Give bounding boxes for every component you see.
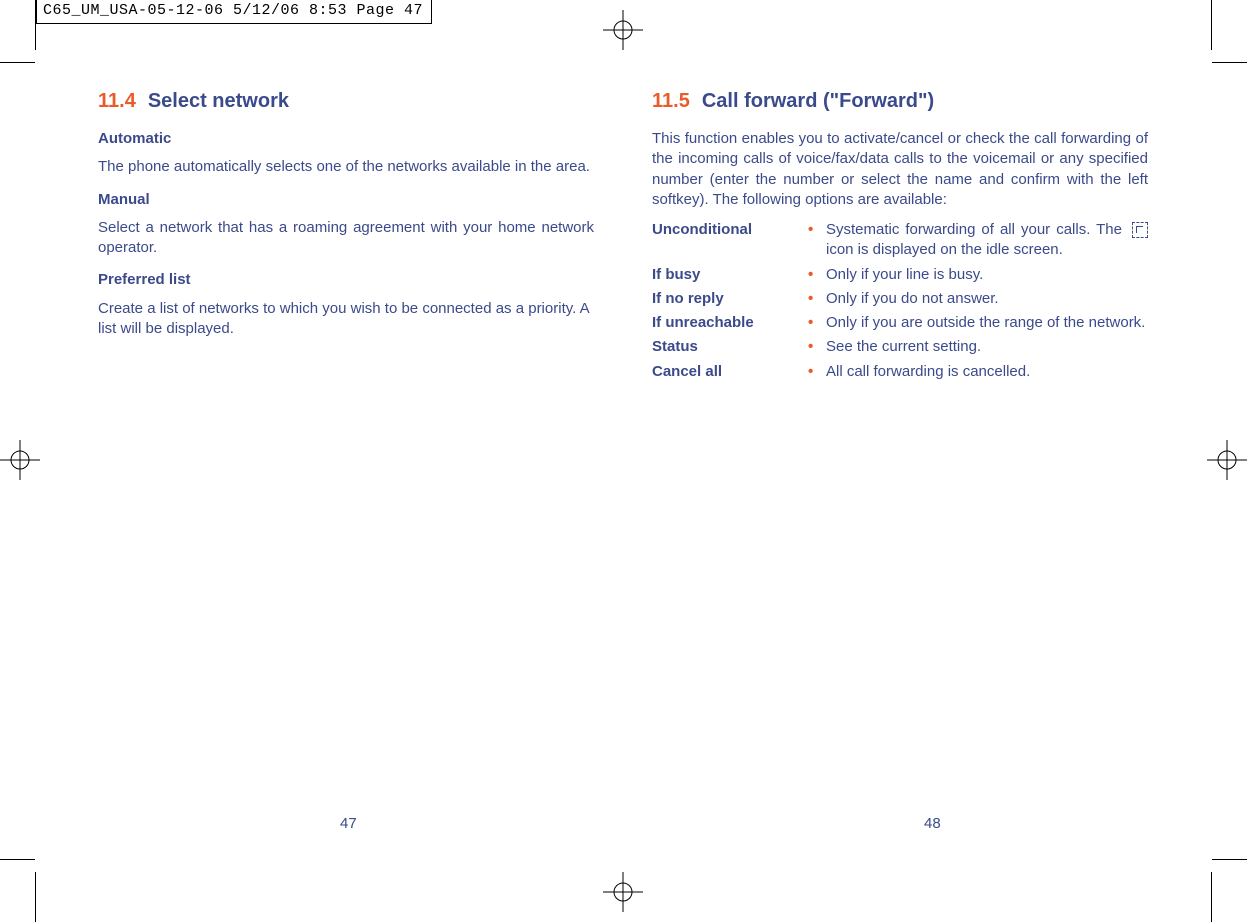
sub-heading: Manual [98, 190, 594, 210]
sub-heading: Preferred list [98, 270, 594, 290]
option-desc: All call forwarding is cancelled. [826, 362, 1148, 382]
crop-mark [1211, 872, 1212, 922]
registration-mark-icon [1207, 440, 1247, 480]
option-desc: Only if you are outside the range of the… [826, 313, 1148, 333]
crop-mark [1211, 0, 1212, 50]
option-desc: Systematic forwarding of all your calls.… [826, 220, 1148, 261]
bullet-icon: • [808, 313, 826, 333]
registration-mark-icon [603, 872, 643, 912]
bullet-icon: • [808, 289, 826, 309]
option-desc-line1: Systematic forwarding of all your calls.… [826, 221, 1122, 238]
paragraph: The phone automatically selects one of t… [98, 157, 594, 177]
paragraph: This function enables you to activate/ca… [652, 129, 1148, 210]
option-label: Cancel all [652, 362, 808, 382]
option-desc-line2: icon is displayed on the idle screen. [826, 241, 1063, 258]
crop-mark [1212, 62, 1247, 63]
option-row-if-busy: If busy • Only if your line is busy. [652, 265, 1148, 285]
crop-mark [0, 859, 35, 860]
option-row-unconditional: Unconditional • Systematic forwarding of… [652, 220, 1148, 261]
option-row-if-no-reply: If no reply • Only if you do not answer. [652, 289, 1148, 309]
bullet-icon: • [808, 337, 826, 357]
option-desc: See the current setting. [826, 337, 1148, 357]
option-label: If unreachable [652, 313, 808, 333]
bullet-icon: • [808, 220, 826, 240]
paragraph: Create a list of networks to which you w… [98, 299, 594, 340]
page-number-right: 48 [924, 815, 941, 832]
option-desc: Only if you do not answer. [826, 289, 1148, 309]
option-label: If busy [652, 265, 808, 285]
sub-heading: Automatic [98, 129, 594, 149]
section-number: 11.4 [98, 90, 136, 112]
section-title: Select network [148, 90, 289, 112]
option-row-status: Status • See the current setting. [652, 337, 1148, 357]
registration-mark-icon [0, 440, 40, 480]
section-number: 11.5 [652, 90, 690, 112]
imposition-header: C65_UM_USA-05-12-06 5/12/06 8:53 Page 47 [36, 0, 432, 24]
section-title: Call forward ("Forward") [702, 90, 934, 112]
crop-mark [1212, 859, 1247, 860]
call-forward-icon [1132, 222, 1148, 238]
paragraph: Select a network that has a roaming agre… [98, 218, 594, 259]
page-number-left: 47 [340, 815, 357, 832]
option-row-cancel-all: Cancel all • All call forwarding is canc… [652, 362, 1148, 382]
page-left: 11.4 Select network Automatic The phone a… [98, 88, 594, 349]
bullet-icon: • [808, 362, 826, 382]
section-heading: 11.5 Call forward ("Forward") [652, 88, 1148, 115]
page-right: 11.5 Call forward ("Forward") This functi… [652, 88, 1148, 386]
option-row-if-unreachable: If unreachable • Only if you are outside… [652, 313, 1148, 333]
section-heading: 11.4 Select network [98, 88, 594, 115]
option-desc: Only if your line is busy. [826, 265, 1148, 285]
option-label: If no reply [652, 289, 808, 309]
registration-mark-icon [603, 10, 643, 50]
crop-mark [35, 872, 36, 922]
option-label: Unconditional [652, 220, 808, 240]
bullet-icon: • [808, 265, 826, 285]
option-label: Status [652, 337, 808, 357]
crop-mark [0, 62, 35, 63]
